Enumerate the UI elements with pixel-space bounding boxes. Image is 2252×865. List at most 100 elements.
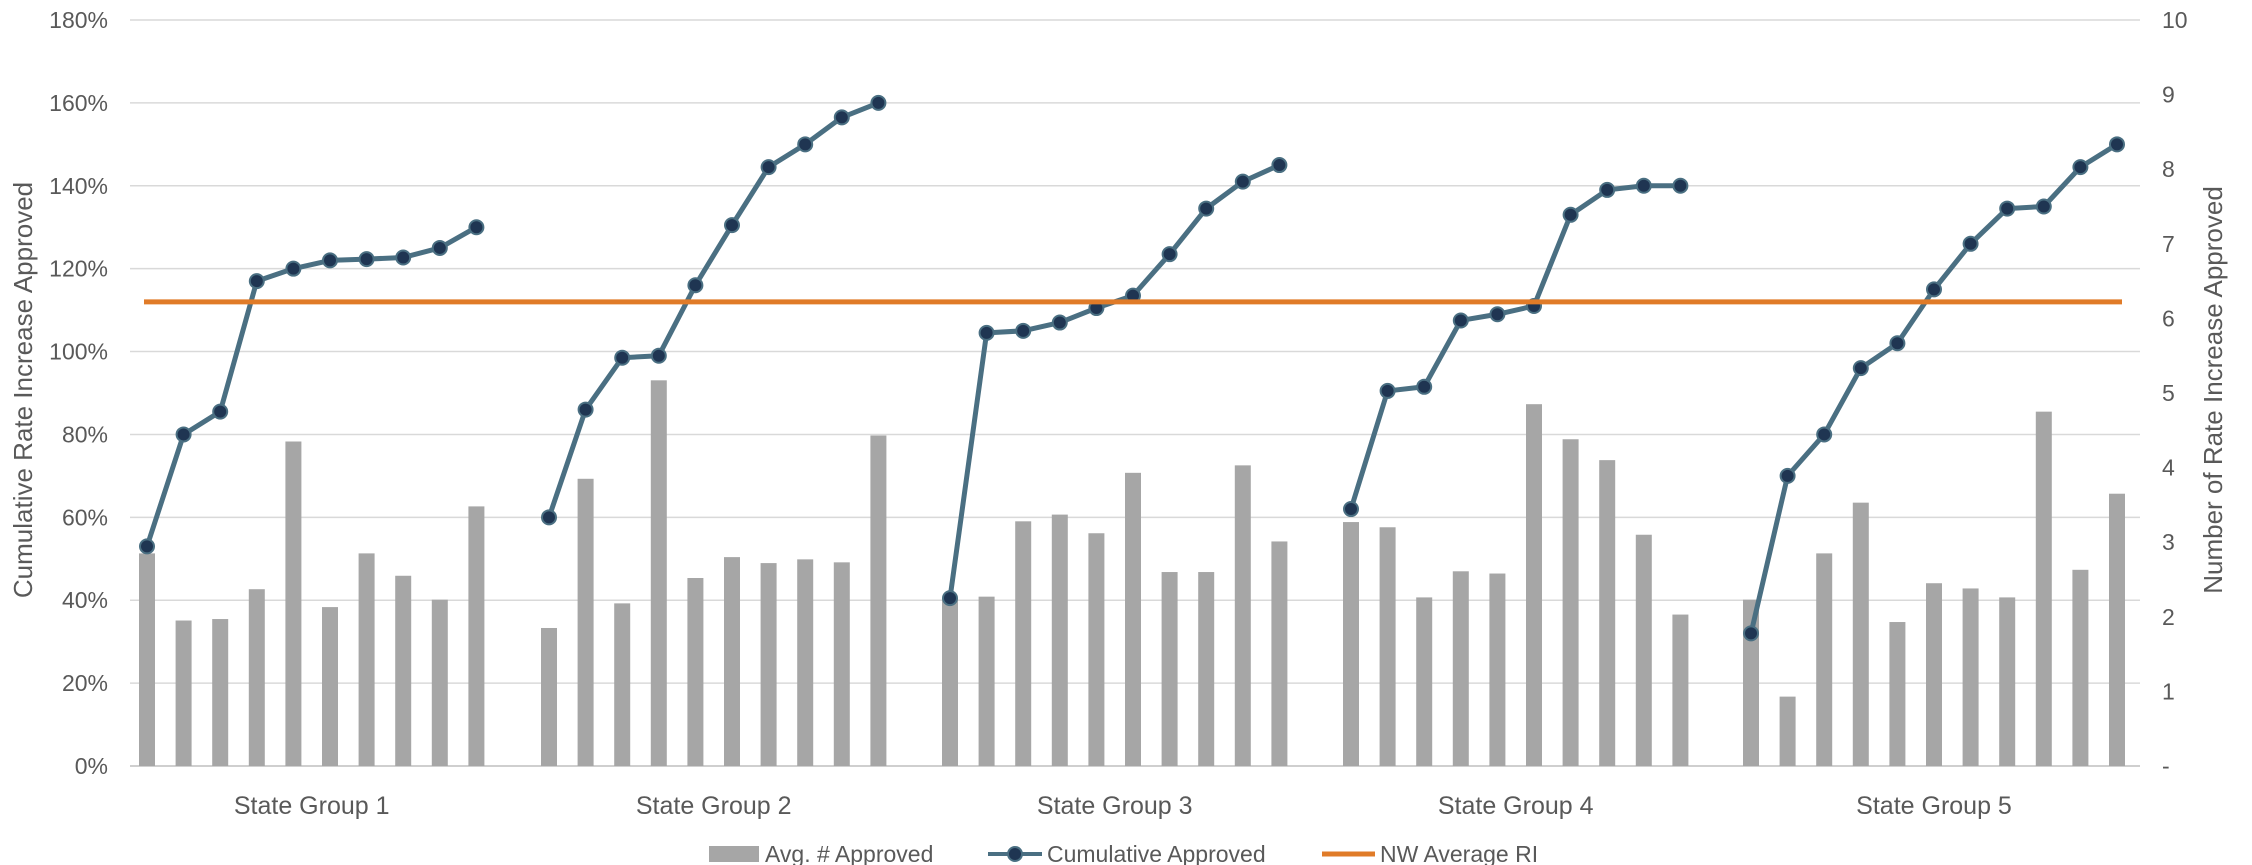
cumulative-line	[1348, 183, 1681, 510]
cumulative-point	[431, 239, 448, 256]
bar	[1672, 614, 1689, 766]
legend-label-reference: NW Average RI	[1380, 841, 1538, 865]
right-tick-label: 4	[2162, 455, 2175, 481]
bar	[1816, 553, 1833, 766]
bar	[650, 380, 667, 766]
cumulative-point	[614, 349, 631, 366]
bar	[1562, 439, 1579, 766]
bar	[1743, 599, 1759, 766]
left-tick-label: 80%	[62, 421, 108, 447]
cumulative-point	[395, 249, 412, 266]
cumulative-point	[833, 109, 850, 126]
bar	[395, 575, 412, 766]
legend: Avg. # Approved Cumulative Approved NW A…	[709, 841, 1538, 865]
cumulative-point	[650, 347, 667, 364]
left-tick-label: 100%	[49, 339, 108, 365]
bar	[322, 607, 338, 766]
bar	[248, 589, 265, 766]
cumulative-point	[322, 252, 338, 269]
left-tick-label: 20%	[62, 670, 108, 696]
bar	[1452, 571, 1469, 766]
category-label: State Group 2	[636, 792, 792, 820]
bar	[358, 553, 375, 766]
right-tick-label: 3	[2162, 529, 2175, 555]
cumulative-point	[1015, 322, 1032, 339]
cumulative-point	[687, 277, 704, 294]
bar	[577, 478, 594, 766]
cumulative-point	[285, 260, 302, 277]
right-tick-label: 10	[2162, 7, 2188, 33]
line-series-cumulative-approved	[139, 94, 2125, 642]
category-label: State Group 5	[1856, 792, 2012, 820]
right-tick-label: 5	[2162, 380, 2175, 406]
cumulative-point	[1816, 426, 1833, 443]
bar	[1962, 588, 1979, 766]
bar	[614, 603, 631, 766]
bar	[541, 627, 557, 766]
legend-item-cumulative: Cumulative Approved	[988, 841, 1266, 865]
legend-item-reference: NW Average RI	[1322, 841, 1538, 865]
bar	[1379, 527, 1396, 766]
cumulative-point	[1779, 467, 1796, 484]
bar	[1125, 472, 1141, 766]
cumulative-point	[1635, 177, 1652, 194]
cumulative-point	[1489, 306, 1506, 323]
cumulative-point	[1198, 200, 1215, 217]
bar	[212, 619, 229, 766]
legend-marker-cumulative	[1007, 846, 1023, 862]
right-tick-label: 8	[2162, 156, 2175, 182]
cumulative-point	[541, 509, 557, 526]
right-axis-title: Number of Rate Increase Approved	[2198, 186, 2228, 594]
right-tick-label: 2	[2162, 604, 2175, 630]
cumulative-point	[1962, 235, 1979, 252]
cumulative-line	[947, 162, 1281, 599]
bar	[1889, 622, 1906, 766]
bar	[1198, 572, 1215, 766]
left-tick-label: 60%	[62, 504, 108, 530]
category-label: State Group 4	[1438, 792, 1594, 820]
cumulative-point	[1999, 200, 2016, 217]
right-axis-ticks: - 1 2 3 4 5 6 7 8 9 10	[2162, 7, 2188, 779]
bar	[1088, 533, 1105, 766]
cumulative-line	[546, 100, 880, 519]
bar	[1271, 541, 1288, 766]
bar	[978, 596, 995, 766]
bar	[2109, 493, 2125, 766]
legend-swatch-bars	[709, 846, 759, 862]
cumulative-point	[1051, 314, 1068, 331]
cumulative-point	[1672, 177, 1689, 194]
bar	[797, 559, 814, 766]
bar	[1489, 573, 1506, 766]
cumulative-point	[2072, 159, 2089, 176]
legend-label-cumulative: Cumulative Approved	[1047, 841, 1266, 865]
bar	[1599, 460, 1616, 766]
cumulative-point	[175, 426, 192, 443]
right-tick-label: 1	[2162, 678, 2175, 704]
left-axis-ticks: 0% 20% 40% 60% 80% 100% 120% 140% 160% 180%	[49, 7, 108, 779]
cumulative-line	[1748, 142, 2119, 634]
cumulative-point	[212, 403, 229, 420]
category-labels: State Group 1 State Group 2 State Group 3 S…	[234, 792, 2012, 820]
cumulative-point	[942, 590, 958, 607]
cumulative-point	[1234, 173, 1251, 190]
bar	[139, 553, 155, 766]
legend-label-bars: Avg. # Approved	[765, 841, 933, 865]
bar	[870, 435, 887, 766]
bar	[1926, 583, 1942, 766]
bar	[431, 599, 448, 766]
bar-series-avg-approved	[139, 380, 2125, 766]
cumulative-point	[1379, 382, 1396, 399]
cumulative-point	[978, 324, 995, 341]
left-tick-label: 180%	[49, 7, 108, 33]
cumulative-point	[1562, 206, 1579, 223]
bar	[1343, 522, 1359, 766]
cumulative-line	[144, 225, 478, 548]
right-tick-label: 6	[2162, 305, 2175, 331]
bar	[1635, 534, 1652, 766]
cumulative-point	[358, 251, 375, 268]
bar	[1526, 404, 1542, 766]
bar	[1999, 597, 2016, 766]
bar	[1015, 521, 1032, 766]
bar	[1051, 514, 1068, 766]
